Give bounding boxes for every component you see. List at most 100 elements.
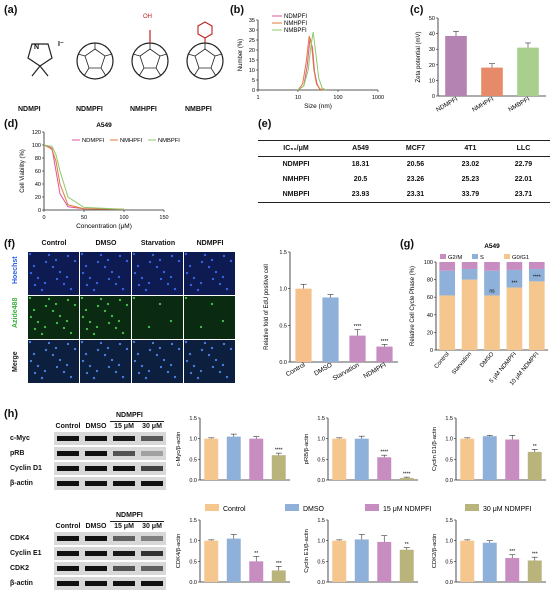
blot-band: [113, 581, 135, 586]
ic50-cell: NMHPFI: [282, 176, 310, 183]
x-tick-label: NMBPFI: [507, 96, 531, 114]
blot-row-label: CDK2: [10, 565, 30, 572]
y-tick-label: 0.0: [445, 580, 453, 586]
blot-row-label: c-Myc: [10, 435, 30, 442]
y-tick-label: 20: [35, 195, 41, 201]
micro-column-label: DMSO: [95, 240, 117, 247]
ic50-cell: 23.71: [514, 191, 533, 198]
x-tick-label: DMSO: [479, 351, 495, 369]
bar-nmbpfi: [517, 47, 539, 96]
y-tick-label: 10: [429, 78, 435, 84]
blot-band: [141, 451, 163, 456]
micro-row-label: Hoechst: [12, 256, 19, 284]
bar-control: [460, 540, 475, 582]
bar-nmhpfi: [481, 67, 503, 96]
stack-segment-g0-g1: [506, 287, 523, 350]
x-axis-title: Concentration (μM): [76, 223, 132, 230]
significance-mark: **: [254, 551, 258, 557]
y-axis-title: Cyclin E1/β-actin: [304, 529, 310, 573]
x-tick-label: 50: [81, 215, 87, 221]
y-axis-title: CDK2/β-actin: [432, 534, 438, 569]
y-tick-label: 0.5: [445, 457, 453, 463]
blot-band: [57, 451, 79, 456]
micro-image: [80, 340, 131, 383]
blot-lane-label: 15 μM: [114, 523, 134, 530]
y-axis-title: Zeta potential (mV): [416, 31, 422, 82]
panel-letter-d: (d): [4, 118, 19, 130]
micro-row-label: Azide488: [12, 297, 19, 328]
blot-band: [113, 436, 135, 441]
blot-band: [85, 536, 107, 541]
series-line-nmbpfi: [43, 144, 125, 210]
blot-band: [141, 436, 163, 441]
legend-label: 15 μM NDMPFI: [383, 506, 431, 513]
y-tick-label: 60: [427, 295, 433, 301]
legend-swatch: [205, 504, 219, 511]
blot-band: [141, 481, 163, 486]
bar-15-m-ndmpfi: [505, 558, 520, 582]
blot-band: [141, 536, 163, 541]
y-tick-label: 0.0: [317, 580, 325, 586]
blot-row-label: β-actin: [10, 580, 33, 587]
y-tick-label: 1.0: [189, 437, 197, 443]
blot-band: [57, 581, 79, 586]
y-tick-label: 40: [429, 32, 435, 38]
stack-segment-g2-m: [506, 262, 523, 270]
hydroxyl-label: OH: [143, 14, 152, 20]
y-tick-label: 1.5: [445, 518, 453, 524]
y-tick-label: 30: [429, 47, 435, 53]
bar-30-m-ndmpfi: [399, 477, 414, 480]
y-tick-label: 1.5: [189, 518, 197, 524]
blot-row-label: CDK4: [10, 535, 30, 542]
ic50-cell: 23.31: [406, 191, 425, 198]
stack-segment-g2-m: [484, 262, 500, 271]
ic50-row: NDMPFI 18.31 20.56 23.02 22.79: [258, 157, 550, 173]
stack-segment-g2-m: [439, 262, 456, 271]
blot-band: [141, 581, 163, 586]
y-axis-title: Cell Viability (%): [20, 149, 26, 193]
legend-label: G0/G1: [512, 255, 529, 261]
scale-bar-label: 200 μm: [190, 392, 215, 399]
bar-control: [332, 438, 347, 480]
chart-legend-h: Control DMSO 15 μM NDMPFI 30 μM NDMPFI: [205, 504, 531, 513]
blot-strip: [54, 462, 166, 475]
nmbpfi-cage: [186, 21, 224, 80]
panel-letter-f: (f): [4, 238, 15, 250]
x-tick-label: NDMPFI: [362, 362, 387, 381]
legend-label: NDMPFI: [82, 138, 105, 144]
bar-dmso: [354, 438, 369, 480]
microscopy-grid: Control DMSO Starvation NDMPFI Hoechst Azide4…: [12, 240, 248, 404]
blot-band: [57, 536, 79, 541]
legend-swatch: [504, 254, 510, 259]
blot-band: [57, 551, 79, 556]
bar-ndmpfi: [376, 346, 393, 362]
stack-segment-g2-m: [528, 262, 545, 270]
y-tick-label: 0.5: [317, 457, 325, 463]
bar-control: [332, 540, 347, 582]
bar-dmso: [354, 539, 369, 582]
micro-row-label: Merge: [12, 351, 19, 372]
stack-segment-g0-g1: [439, 295, 456, 350]
ic50-cell: 18.31: [351, 161, 370, 168]
micro-image: [184, 296, 235, 339]
panel-letter-c: (c): [410, 4, 424, 16]
x-tick-label: Starvation: [451, 351, 473, 376]
y-axis-title: Relative Cell Cycle Phase (%): [410, 266, 416, 346]
blot-strip: [54, 447, 166, 460]
blot-lane-label: 30 μM: [142, 423, 162, 430]
micro-image: [28, 340, 79, 383]
bar-30-m-ndmpfi: [271, 570, 286, 582]
bar-30-m-ndmpfi: [271, 455, 286, 480]
blot-group-line: [110, 421, 164, 422]
bar-control: [295, 288, 312, 362]
ic50-header-cell: LLC: [516, 145, 531, 152]
x-axis-title: Size (nm): [304, 103, 332, 110]
stack-segment-s: [528, 269, 545, 282]
ic50-row: NMHPFI 20.5 23.26 25.23 22.01: [258, 172, 550, 187]
stack-segment-g2-m: [461, 262, 478, 270]
y-axis-title: Relative fold of EdU positive cell: [264, 264, 270, 350]
blot-band: [113, 481, 135, 486]
series-line-nmhpfi: [43, 144, 125, 210]
bar-30-m-ndmpfi: [527, 560, 542, 582]
